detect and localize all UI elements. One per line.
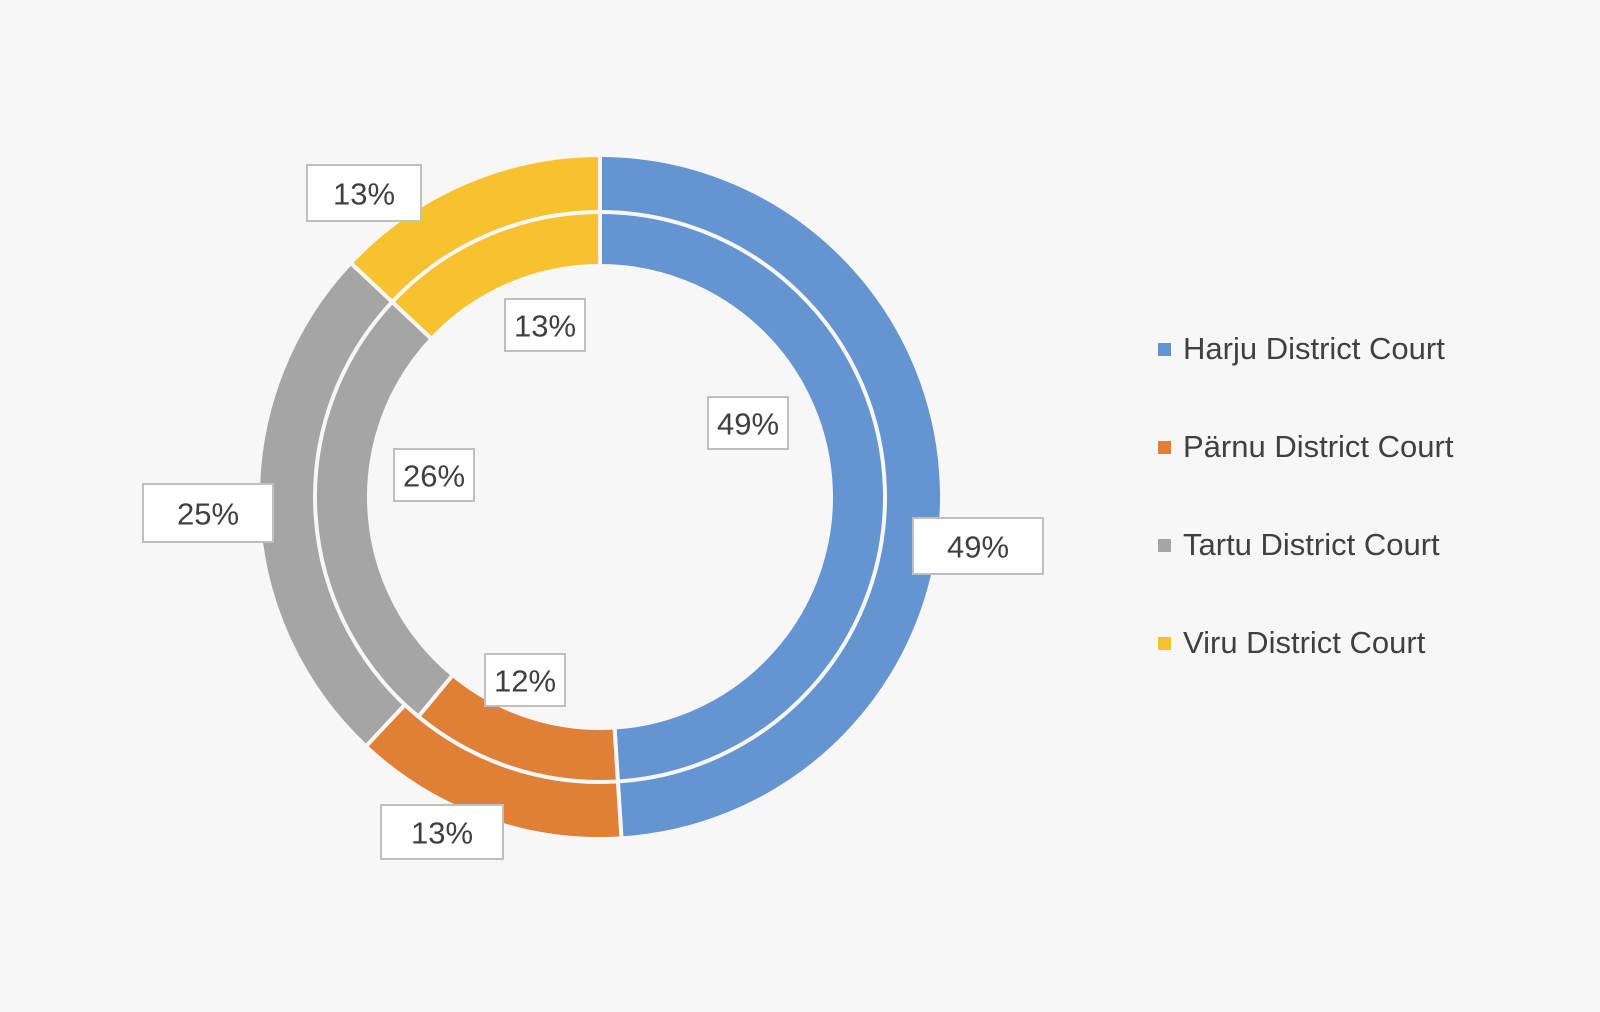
legend-item-harju-district-court: Harju District Court [1158, 324, 1453, 374]
outer-data-label-harju-district-court: 49% [912, 517, 1044, 575]
legend-item-tartu-district-court: Tartu District Court [1158, 520, 1453, 570]
data-label-text: 49% [947, 530, 1009, 565]
data-label-text: 25% [177, 497, 239, 532]
data-label-text: 26% [403, 459, 465, 494]
legend-item-parnu-district-court: Pärnu District Court [1158, 422, 1453, 472]
legend-item-viru-district-court: Viru District Court [1158, 618, 1453, 668]
outer-data-label-tartu-district-court: 25% [142, 483, 274, 543]
data-labels-layer: 49% 13% 25% 13% 49% 12% 26% 13% [142, 164, 1044, 860]
data-label-box [393, 448, 475, 502]
data-label-box [306, 164, 422, 222]
legend-swatch [1158, 538, 1171, 552]
data-label-text: 13% [514, 309, 576, 344]
legend-swatch [1158, 636, 1171, 650]
data-label-box [380, 804, 504, 860]
slices-layer [256, 152, 944, 841]
data-label-text: 12% [494, 664, 556, 699]
legend-label: Viru District Court [1183, 625, 1426, 660]
data-label-text: 13% [333, 177, 395, 212]
inner-data-label-viru-district-court: 13% [504, 298, 586, 352]
outer-data-label-viru-district-court: 13% [306, 164, 422, 222]
inner-ring-slice-harju-district-court [598, 209, 887, 784]
inner-data-label-tartu-district-court: 26% [393, 448, 475, 502]
data-label-box [142, 483, 274, 543]
legend-swatch [1158, 440, 1171, 454]
inner-data-label-harju-district-court: 49% [707, 396, 789, 450]
data-label-text: 13% [411, 816, 473, 851]
outer-data-label-parnu-district-court: 13% [380, 804, 504, 860]
legend: Harju District Court Pärnu District Court… [1158, 324, 1453, 716]
legend-swatch [1158, 342, 1171, 356]
inner-ring-slice-viru-district-court [389, 209, 602, 342]
inner-data-label-parnu-district-court: 12% [484, 653, 566, 707]
legend-label: Pärnu District Court [1183, 429, 1454, 464]
data-label-box [484, 653, 566, 707]
data-label-text: 49% [717, 407, 779, 442]
legend-label: Tartu District Court [1183, 527, 1440, 562]
data-label-box [912, 517, 1044, 575]
legend-label: Harju District Court [1183, 331, 1445, 366]
data-label-box [504, 298, 586, 352]
data-label-box [707, 396, 789, 450]
